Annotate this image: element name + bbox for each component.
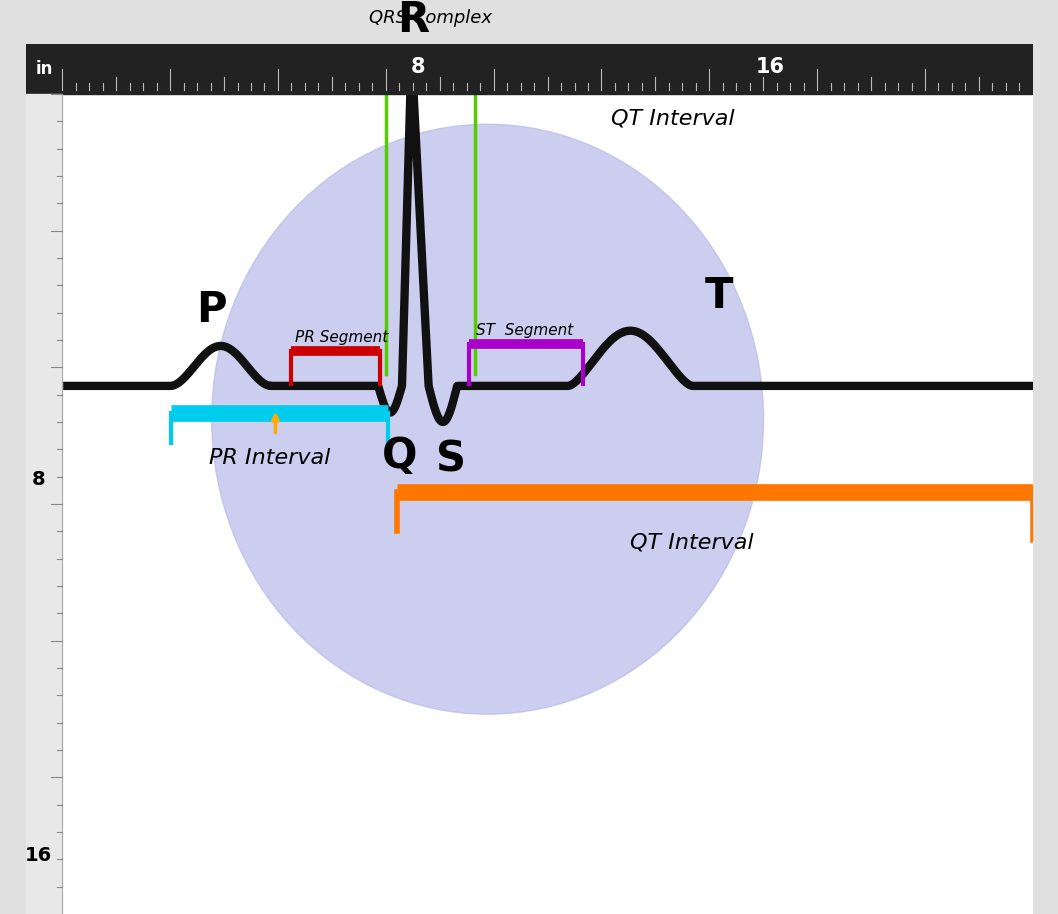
Text: R: R — [398, 0, 430, 41]
Text: PR Interval: PR Interval — [209, 448, 330, 468]
Text: 8: 8 — [411, 57, 425, 77]
Text: 16: 16 — [755, 57, 785, 77]
Ellipse shape — [212, 124, 764, 714]
Text: P: P — [197, 289, 227, 331]
Text: S: S — [437, 438, 467, 480]
Text: Q: Q — [382, 435, 418, 477]
Text: QRS Complex: QRS Complex — [369, 9, 492, 27]
Text: in: in — [36, 60, 53, 78]
Text: 8: 8 — [32, 470, 45, 489]
Text: QT Interval: QT Interval — [612, 108, 735, 128]
Bar — [26, 44, 1033, 94]
Text: PR Segment: PR Segment — [295, 330, 388, 345]
Text: T: T — [705, 275, 733, 317]
Text: 16: 16 — [25, 845, 52, 865]
Text: QT Interval: QT Interval — [631, 533, 754, 552]
Bar — [26, 94, 62, 914]
Text: ST  Segment: ST Segment — [476, 324, 573, 338]
